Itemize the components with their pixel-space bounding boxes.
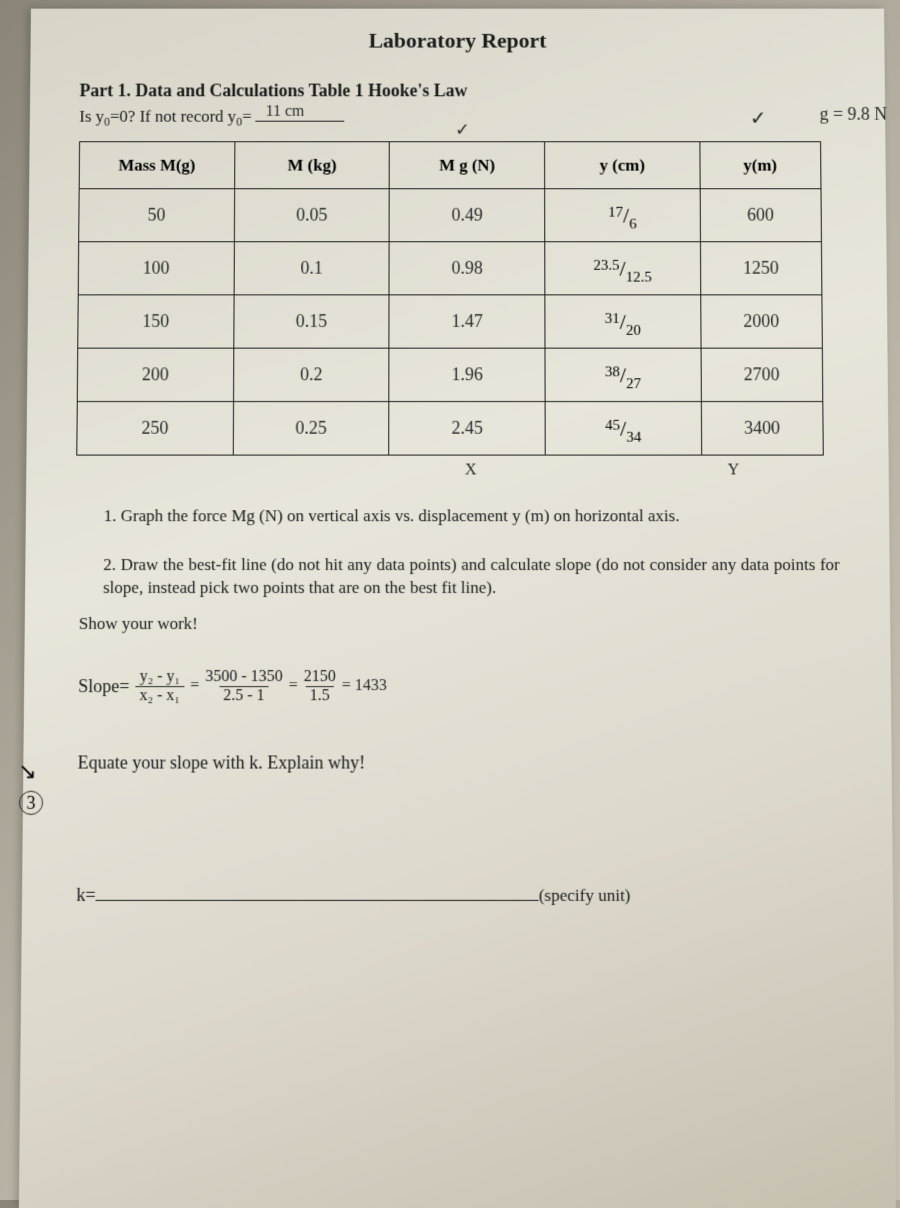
cell-mg: 0.49 <box>452 205 483 225</box>
report-title: Laboratory Report <box>80 28 835 53</box>
cell-mass: 100 <box>143 258 170 278</box>
y0-blank: 11 cm <box>256 121 345 122</box>
cell-ycm: 23.5/12.5 <box>593 256 651 282</box>
table-row: 50 0.05 0.49 17/6 600 <box>79 189 821 242</box>
eq2: = <box>289 677 298 695</box>
y-mark: Y <box>728 462 740 480</box>
paper-sheet: Laboratory Report Part 1. Data and Calcu… <box>19 9 896 1208</box>
table-row: 150 0.15 1.47 31/20 2000 <box>78 295 822 348</box>
circled-3: 3 <box>19 791 43 815</box>
instruction-1: 1. Graph the force Mg (N) on vertical ax… <box>104 506 840 529</box>
g-note: g = 9.8 N <box>820 104 888 125</box>
unit-label: (specify unit) <box>539 886 631 905</box>
checkmark-top: ✓ <box>750 106 767 130</box>
cell-kg: 0.05 <box>296 205 327 225</box>
slope-frac-symbolic: y₂ - y₁ x₂ - x₁ <box>135 668 184 704</box>
cell-mg: 1.96 <box>451 365 482 385</box>
cell-ym: 3400 <box>744 418 780 438</box>
slope-result: = 1433 <box>342 677 387 695</box>
cell-ycm: 31/20 <box>605 309 641 335</box>
col-header-mass: Mass M(g) <box>79 142 234 189</box>
table-row: 200 0.2 1.96 38/27 2700 <box>77 349 822 402</box>
slope-frac-result: 2150 1.5 <box>304 668 336 704</box>
k-label: k= <box>76 885 95 905</box>
cell-mass: 200 <box>142 365 169 385</box>
slope-frac-numbers: 3500 - 1350 2.5 - 1 <box>205 668 283 704</box>
cell-mass: 50 <box>148 205 166 225</box>
cell-kg: 0.2 <box>300 365 322 385</box>
slope-calculation: Slope= y₂ - y₁ x₂ - x₁ = 3500 - 1350 2.5… <box>78 668 841 704</box>
x-mark: X <box>465 462 477 480</box>
cell-ym: 1250 <box>743 258 779 278</box>
equate-instruction: Equate your slope with k. Explain why! <box>77 753 841 774</box>
col-header-ym: y(m) <box>700 142 821 189</box>
margin-arrow: ↘ <box>18 758 37 784</box>
k-line: k= (specify unit) <box>76 885 842 906</box>
cell-mass: 250 <box>142 418 169 438</box>
cell-ym: 600 <box>747 205 774 225</box>
instruction-2: 2. Draw the best-fit line (do not hit an… <box>103 554 840 600</box>
cell-ym: 2700 <box>744 365 780 385</box>
slope-label: Slope= <box>78 676 129 697</box>
k-blank <box>96 900 539 901</box>
checkmark-mid: ✓ <box>455 120 470 141</box>
cell-ycm: 17/6 <box>608 203 636 229</box>
q-mid: =0? If not record y <box>110 107 236 126</box>
table-header-row: Mass M(g) M (kg) M g (N) y (cm) y(m) <box>79 142 821 189</box>
col-header-kg: M (kg) <box>234 142 389 189</box>
cell-kg: 0.15 <box>296 312 327 332</box>
show-work: Show your work! <box>79 614 841 634</box>
table-row: 100 0.1 0.98 23.5/12.5 1250 <box>78 242 821 295</box>
cell-mass: 150 <box>142 312 169 332</box>
col-header-mg: M g (N) <box>390 142 545 189</box>
y0-handwritten: 11 cm <box>266 103 305 121</box>
eq1: = <box>190 677 199 695</box>
cell-kg: 0.1 <box>300 258 322 278</box>
cell-ym: 2000 <box>743 312 779 332</box>
cell-mg: 0.98 <box>452 258 483 278</box>
q-suffix: = <box>242 107 252 126</box>
cell-mg: 1.47 <box>452 312 483 332</box>
below-table-marks: X Y <box>76 464 839 488</box>
cell-mg: 2.45 <box>451 418 482 438</box>
cell-ycm: 45/34 <box>605 416 641 442</box>
cell-ycm: 38/27 <box>605 362 641 388</box>
table-row: 250 0.25 2.45 45/34 3400 <box>77 402 823 456</box>
cell-kg: 0.25 <box>295 418 326 438</box>
data-table: Mass M(g) M (kg) M g (N) y (cm) y(m) 50 … <box>76 142 823 456</box>
table-body: 50 0.05 0.49 17/6 600 100 0.1 0.98 23.5/… <box>77 189 823 455</box>
col-header-ycm: y (cm) <box>545 142 700 189</box>
part-1-header: Part 1. Data and Calculations Table 1 Ho… <box>79 81 835 101</box>
q-prefix: Is y <box>79 107 104 126</box>
